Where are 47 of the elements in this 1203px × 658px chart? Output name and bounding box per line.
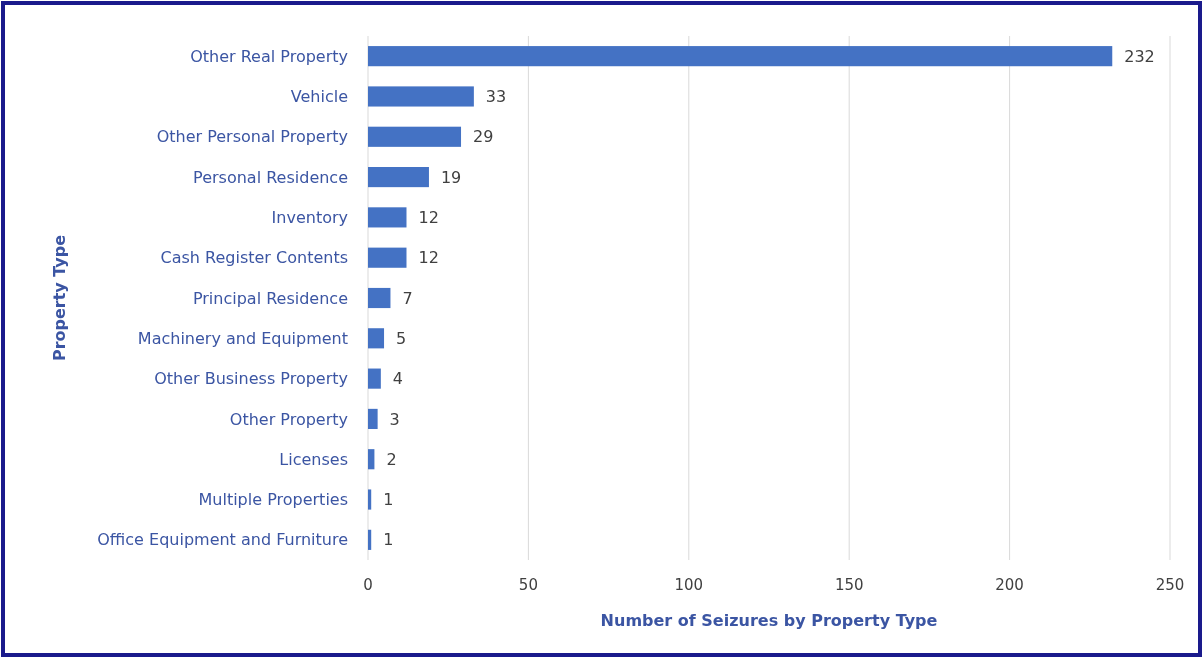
x-tick-label: 150 [834,576,864,594]
y-tick-label: Office Equipment and Furniture [97,530,348,550]
y-tick-label: Licenses [279,449,348,469]
y-tick-label: Other Real Property [190,46,348,66]
bar [368,46,1113,67]
bar [368,167,429,188]
data-label: 29 [473,127,494,147]
data-label: 7 [402,288,413,308]
data-label: 2 [386,449,397,469]
y-tick-label: Cash Register Contents [160,248,348,268]
data-label: 1 [383,530,394,550]
y-tick-label: Vehicle [290,87,348,107]
x-tick-label: 100 [674,576,704,594]
x-axis-title: Number of Seizures by Property Type [600,611,938,630]
y-axis-title: Property Type [50,234,69,362]
data-label: 12 [418,248,439,268]
y-tick-label: Principal Residence [192,288,348,308]
y-tick-label: Other Property [229,409,348,429]
y-tick-label: Personal Residence [193,167,348,187]
bar [368,287,391,309]
data-label: 12 [418,207,439,227]
bar [368,86,474,107]
y-tick-label: Other Business Property [154,369,348,389]
data-label: 19 [440,167,462,187]
x-tick-label: 250 [1155,576,1185,594]
bar [368,368,381,389]
bar [368,247,407,268]
bar [368,207,407,228]
y-tick-label: Other Personal Property [156,127,348,147]
data-label: 33 [485,87,507,107]
bar [368,328,385,349]
x-tick-label: 0 [363,576,373,594]
y-tick-label: Inventory [271,207,348,227]
data-label: 3 [389,409,400,429]
bar [368,126,462,147]
bar [368,449,375,470]
x-tick-label: 200 [995,576,1024,594]
bar [368,408,378,429]
data-label: 4 [392,369,404,389]
bar [368,529,372,550]
data-label: 232 [1124,46,1155,66]
data-label: 1 [383,490,394,510]
bar [368,489,372,510]
y-tick-label: Machinery and Equipment [137,328,348,348]
data-label: 5 [396,328,407,348]
x-tick-label: 50 [518,576,538,594]
y-tick-label: Multiple Properties [198,490,348,510]
